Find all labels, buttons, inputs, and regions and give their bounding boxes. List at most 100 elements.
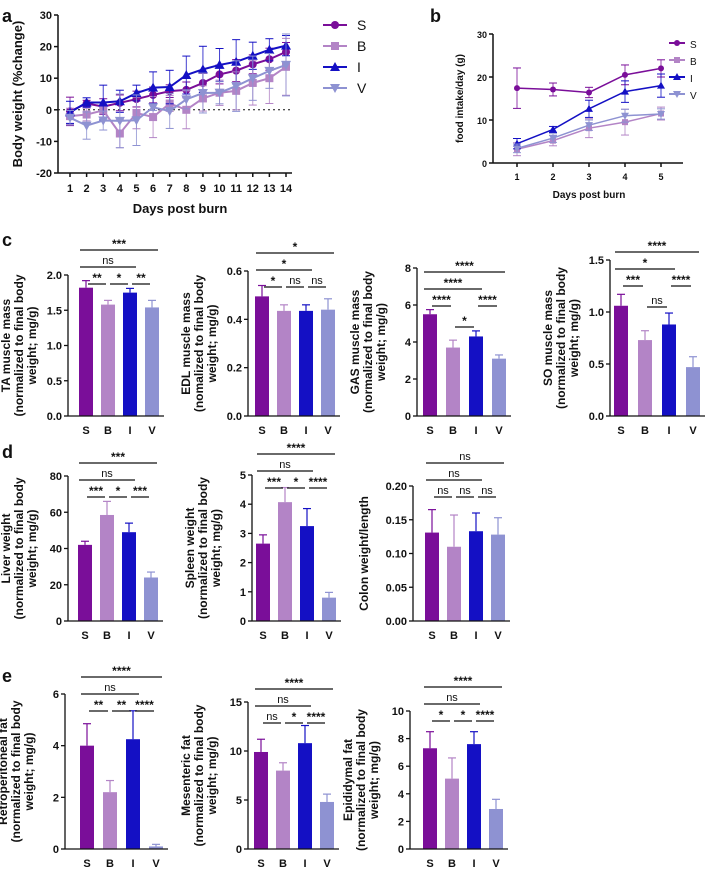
x-tick-label: B [448,858,456,870]
bar-I [126,739,140,849]
bar-I [467,744,481,849]
y-tick-label: 0 [405,411,411,423]
marker-triangle-down [181,95,192,105]
y-tick-label: 40 [50,544,62,556]
significance-label: **** [444,276,463,290]
x-tick-label: I [128,425,131,437]
x-tick-label: 5 [658,172,663,182]
y-tick-label: 3 [240,528,246,540]
bar-I [122,532,136,621]
y-tick-label: 0.0 [589,411,604,423]
y-axis-title-line: Retroperitoneal fat [0,718,10,825]
x-tick-label: I [472,858,475,870]
marker-triangle-up [264,44,275,54]
marker-triangle-down [81,121,92,131]
marker-circle [514,85,520,92]
significance-label: *** [267,475,281,489]
significance-label: *** [112,237,126,251]
bar-S [254,751,268,849]
x-tick-label: 10 [213,183,225,195]
y-tick-label: 0.05 [386,582,407,594]
y-axis-title-line: TA muscle mass [0,298,13,392]
significance-label: ** [117,698,127,712]
bar-chart-c-so: S B I V 0.0 0.5 1.0 1.5 SO muscle mass (normalize… [541,239,705,437]
significance-label: * [462,314,467,328]
marker-square [674,57,680,63]
line-chart-b: 0 10 20 30 1 2 3 4 5 Days post burn food intake/da… [455,30,697,201]
x-tick-label: B [279,858,287,870]
y-tick-label: 8 [398,734,404,746]
y-tick-label: 20 [40,42,52,54]
x-tick-label: I [127,630,130,642]
x-tick-label: V [495,425,503,437]
x-tick-label: 13 [263,183,275,195]
bar-V [145,307,159,416]
marker-triangle-down [330,84,340,93]
bar-B [103,792,117,849]
x-tick-label: B [103,630,111,642]
x-tick-label: I [131,858,134,870]
y-tick-label: 0 [53,844,59,856]
x-tick-label: B [106,858,114,870]
significance-label: **** [285,676,304,690]
y-tick-label: 0 [236,844,242,856]
bar-S [79,287,93,416]
bar-V [686,367,700,416]
significance-label: ns [459,485,471,497]
y-tick-label: 2 [240,558,246,570]
marker-triangle-up [214,59,225,69]
y-tick-label: 0 [240,616,246,628]
x-tick-label: V [323,858,331,870]
marker-circle [550,86,556,93]
marker-circle [658,65,664,72]
x-tick-label: 4 [117,183,124,195]
x-tick-label: 1 [514,172,519,182]
x-tick-label: S [617,425,624,437]
bar-S [423,748,437,849]
bar-V [321,309,335,416]
significance-label: **** [432,293,451,307]
y-tick-label: 0.0 [47,411,62,423]
y-axis-title-line: weight; mg/g) [374,303,388,382]
significance-label: ns [437,485,449,497]
marker-triangle-down [549,135,557,143]
marker-triangle-down [673,91,681,98]
y-tick-label: 10 [40,73,52,85]
marker-triangle-down [585,122,593,130]
x-tick-label: V [325,630,333,642]
bar-B [445,778,459,849]
legend-label-B: B [357,38,366,54]
y-tick-label: 6 [53,689,59,701]
marker-triangle-down [247,74,258,84]
bar-S [255,296,269,416]
y-tick-label: 4 [405,337,412,349]
y-axis-title-line: (normalized to final body [361,271,375,413]
x-tick-label: S [82,425,89,437]
y-axis-title-line: (normalized to final body [192,704,206,846]
marker-square [331,42,339,50]
x-tick-label: S [428,630,435,642]
bar-chart-c-gas: S B I V 0 2 4 6 8 GAS muscle mass (normalized to f… [348,259,511,437]
y-tick-label: 5 [240,470,246,482]
x-tick-label: I [667,425,670,437]
y-tick-label: 6 [398,761,404,773]
x-tick-label: V [324,425,332,437]
y-tick-label: 1.5 [47,305,62,317]
y-tick-label: 0.4 [227,314,243,326]
marker-triangle-up [549,125,557,133]
y-tick-label: 0.00 [386,616,407,628]
series-V [513,108,665,154]
significance-label: ns [481,485,493,497]
y-axis-title-line: Mesenteric fat [179,735,193,816]
bar-chart-d-colon: S B I V 0.00 0.05 0.10 0.15 0.20 Colon weight/len… [357,451,510,642]
x-tick-label: V [152,858,160,870]
marker-triangle-up [621,87,629,95]
y-tick-label: 2 [398,816,404,828]
y-axis-title-line: GAS muscle mass [348,289,362,394]
x-tick-label: B [281,630,289,642]
x-tick-label: 11 [230,183,242,195]
y-axis-title-line: weight; mg/g) [205,305,219,384]
y-axis-title-line: weight; mg/g) [567,299,581,378]
panel-letter: e [2,666,12,686]
x-tick-label: 14 [280,183,293,195]
